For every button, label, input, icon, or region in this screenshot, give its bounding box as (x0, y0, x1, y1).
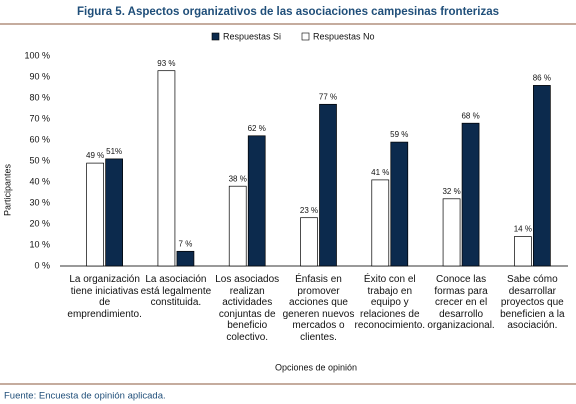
value-label: 14 % (514, 225, 532, 234)
bar (319, 103, 337, 267)
legend-label: Respuestas No (313, 31, 375, 41)
x-tick-label: Conoce las formas para crecer en el desa… (427, 274, 495, 331)
legend-swatch (301, 32, 310, 41)
y-tick-label: 60 % (29, 134, 50, 144)
source: Fuente: Encuesta de opinión aplicada. (4, 391, 166, 402)
bar (157, 70, 176, 267)
y-tick-label: 40 % (29, 176, 50, 186)
y-tick-label: 50 % (29, 155, 50, 165)
x-tick-label: Los asociados realizan actividades conju… (215, 274, 280, 343)
x-axis-label: Opciones de opinión (275, 362, 357, 372)
x-tick-label: La asociación está legalmente constituid… (140, 274, 212, 308)
y-tick-label: 100 % (24, 50, 50, 60)
value-label: 38 % (229, 174, 247, 183)
x-tick-label: Sabe cómo desarrollar proyectos que bene… (500, 274, 565, 331)
bar (86, 162, 104, 267)
value-label: 23 % (300, 206, 318, 215)
x-tick-label: La organización tiene iniciativas de emp… (67, 274, 142, 320)
y-tick-label: 10 % (29, 239, 50, 249)
value-label: 51% (106, 147, 122, 156)
value-label: 7 % (179, 239, 193, 248)
value-label: 49 % (86, 151, 104, 160)
bar (533, 85, 551, 267)
y-tick-label: 90 % (29, 71, 50, 81)
y-tick-label: 70 % (29, 113, 50, 123)
bar (300, 217, 318, 267)
y-tick-label: 20 % (29, 218, 50, 228)
legend-swatch (211, 32, 220, 41)
bar (442, 198, 461, 267)
bar (228, 185, 247, 267)
bar (461, 122, 480, 267)
bar (247, 135, 266, 267)
y-tick-label: 30 % (29, 197, 50, 207)
bar (176, 250, 195, 267)
value-label: 32 % (442, 187, 460, 196)
value-label: 68 % (461, 111, 479, 120)
value-label: 77 % (319, 92, 337, 101)
y-tick-label: 80 % (29, 92, 50, 102)
chart-title: Figura 5. Aspectos organizativos de las … (77, 6, 499, 18)
value-label: 62 % (248, 124, 266, 133)
bar (105, 158, 123, 267)
x-tick-label: Éxito con el trabajo en equipo y relacio… (354, 274, 426, 331)
value-label: 59 % (390, 130, 408, 139)
bar (514, 236, 532, 267)
value-label: 86 % (533, 74, 551, 83)
bar (371, 179, 390, 267)
legend-label: Respuestas Si (223, 31, 281, 41)
bar (390, 141, 409, 267)
x-tick-label: Énfasis en promover acciones que generen… (282, 274, 355, 343)
y-axis-label: Participantes (2, 163, 12, 216)
value-label: 93 % (157, 59, 175, 68)
y-tick-label: 0 % (34, 260, 50, 270)
value-label: 41 % (371, 168, 389, 177)
